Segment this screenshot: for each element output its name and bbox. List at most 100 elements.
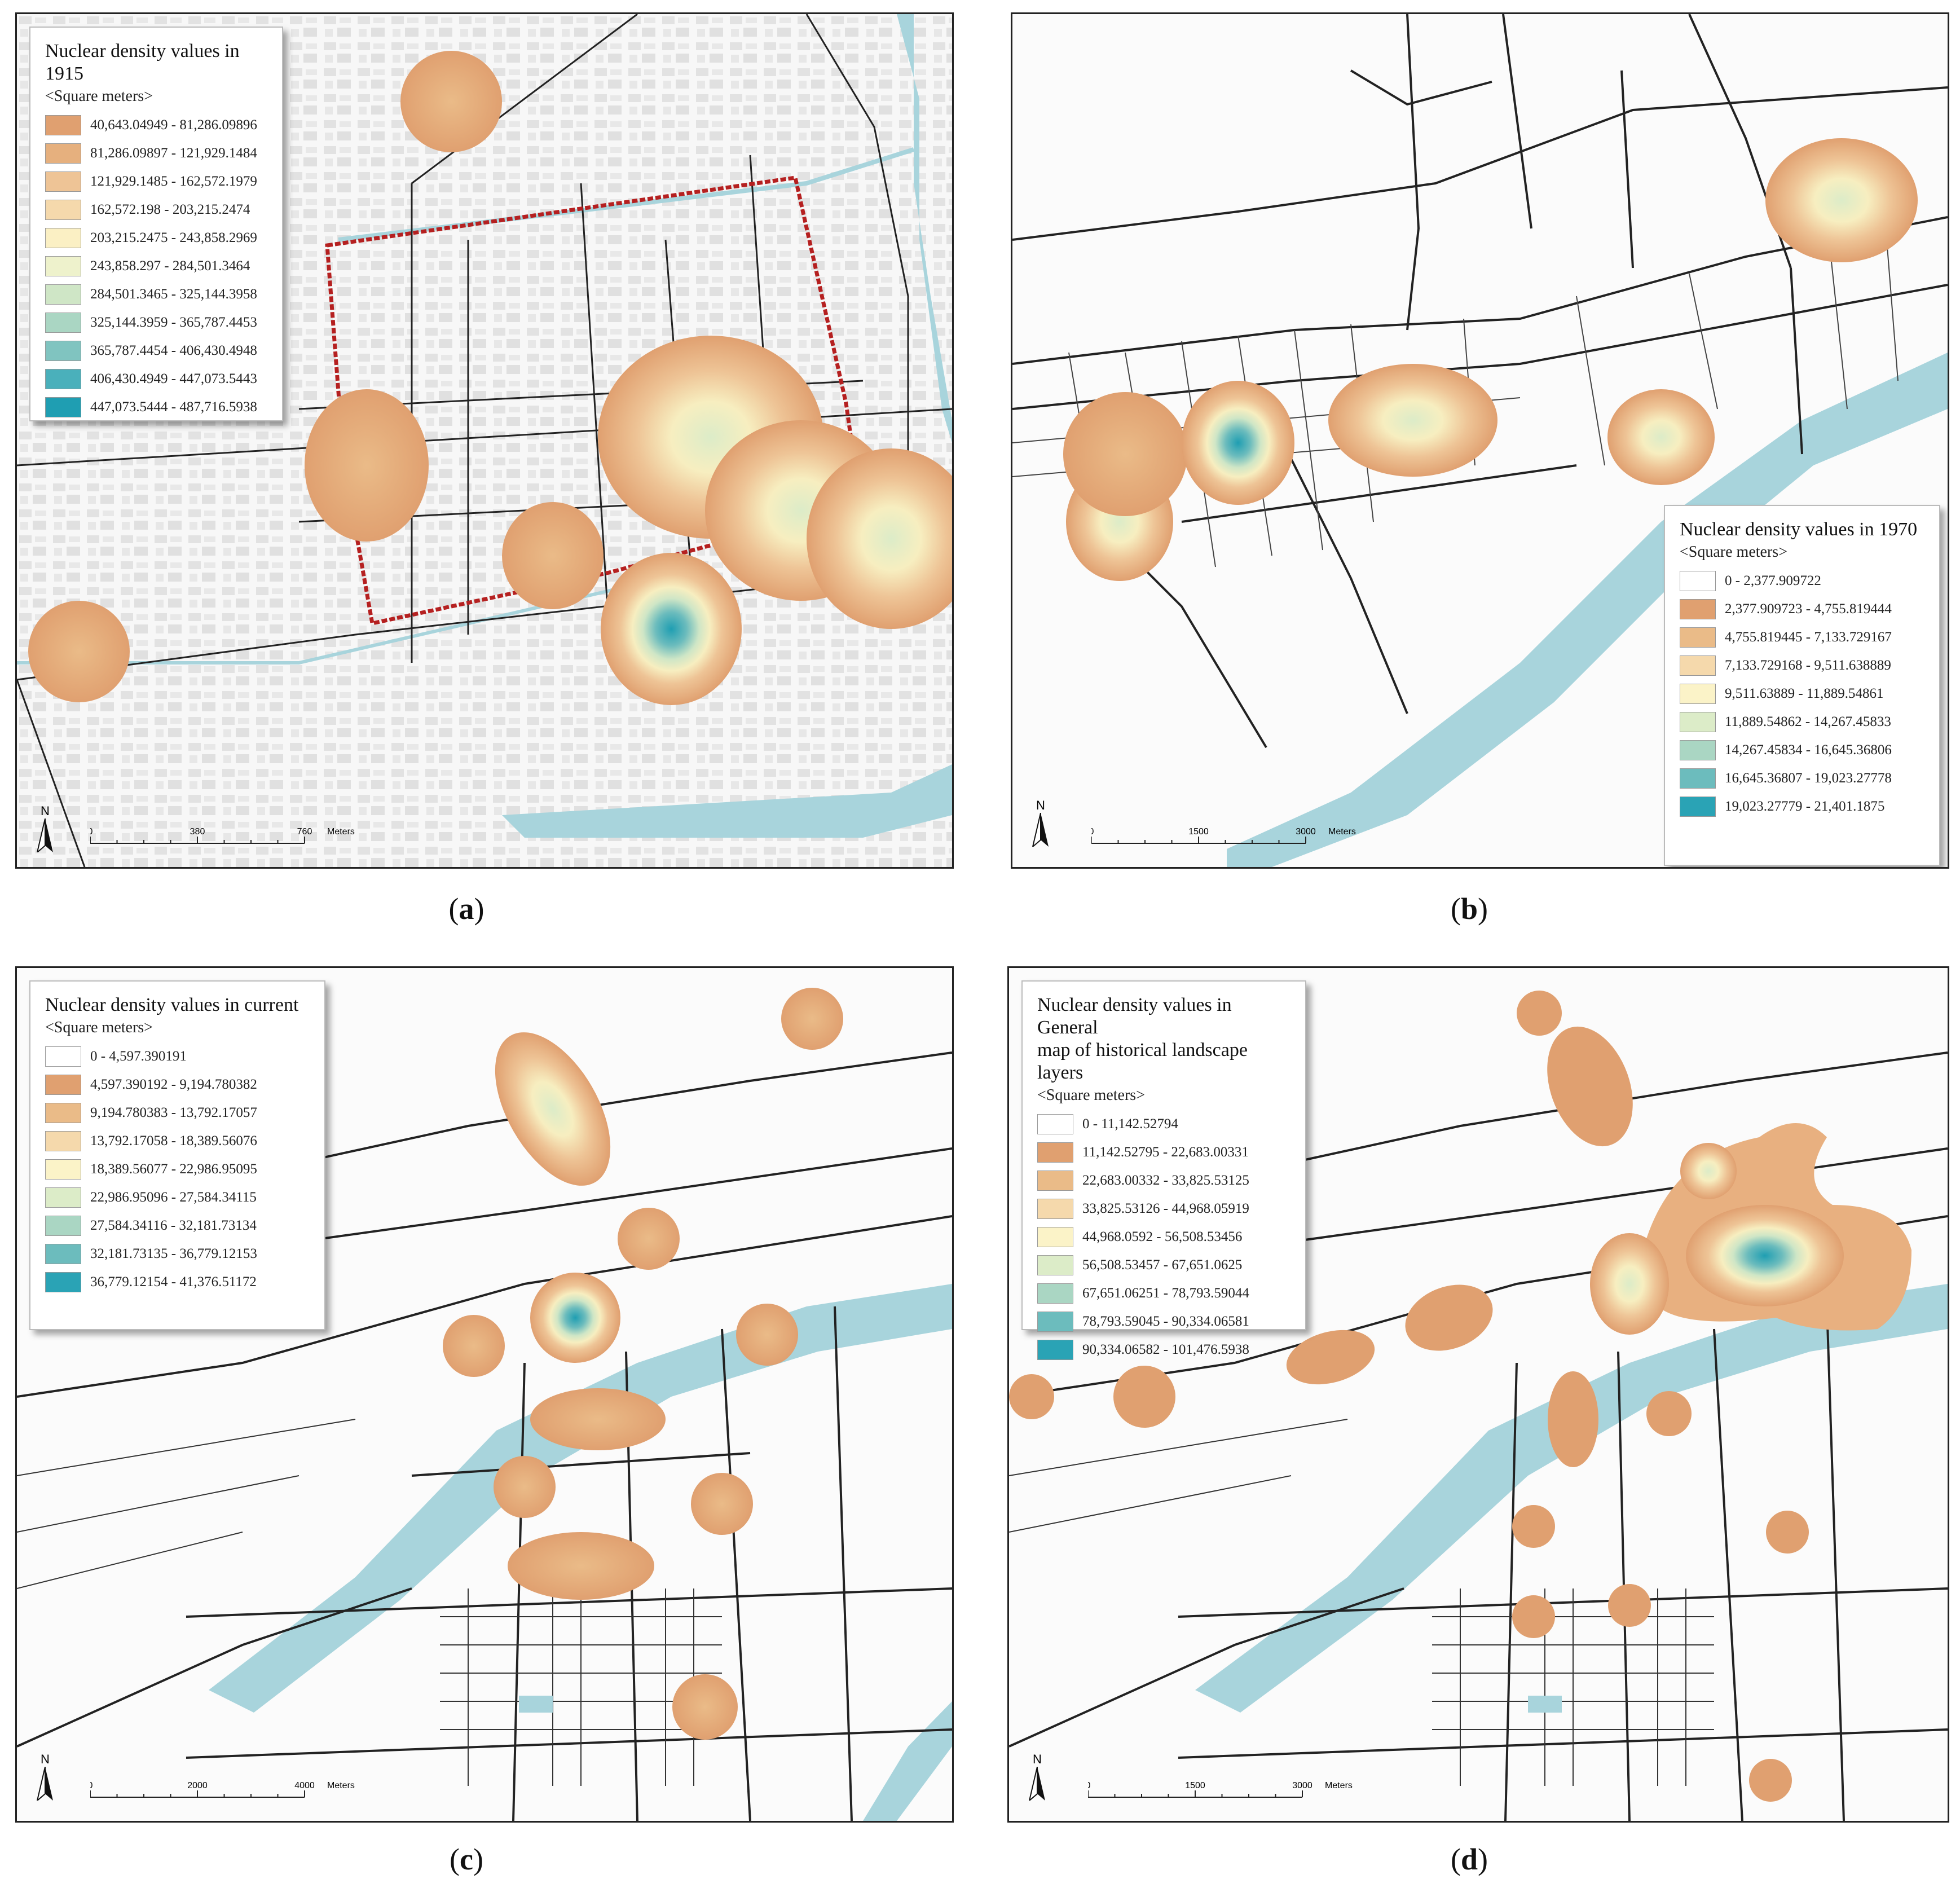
- legend-swatch: [45, 143, 81, 164]
- legend-row: 44,968.0592 - 56,508.53456: [1037, 1223, 1290, 1251]
- legend-label: 121,929.1485 - 162,572.1979: [90, 174, 257, 189]
- legend-swatch: [1037, 1114, 1073, 1134]
- legend-swatch: [1037, 1170, 1073, 1191]
- pond: [519, 1696, 553, 1713]
- legend-row: 27,584.34116 - 32,181.73134: [45, 1212, 310, 1240]
- legend-label: 32,181.73135 - 36,779.12153: [90, 1246, 257, 1261]
- legend-label: 14,267.45834 - 16,645.36806: [1725, 742, 1892, 758]
- legend-swatch: [1680, 740, 1716, 760]
- legend-swatch: [1680, 768, 1716, 789]
- legend-row: 0 - 11,142.52794: [1037, 1110, 1290, 1138]
- legend-label: 9,511.63889 - 11,889.54861: [1725, 686, 1884, 701]
- legend-row: 406,430.4949 - 447,073.5443: [45, 365, 267, 393]
- legend-row: 22,986.95096 - 27,584.34115: [45, 1183, 310, 1212]
- legend-swatch: [1680, 599, 1716, 619]
- legend-row: 14,267.45834 - 16,645.36806: [1680, 736, 1924, 764]
- legend-label: 11,142.52795 - 22,683.00331: [1082, 1145, 1249, 1160]
- north-arrow: N: [34, 804, 56, 855]
- legend-label: 19,023.27779 - 21,401.1875: [1725, 799, 1885, 814]
- legend-label: 447,073.5444 - 487,716.5938: [90, 399, 257, 415]
- river: [1195, 1284, 1948, 1713]
- legend-rows: 40,643.04949 - 81,286.09896 81,286.09897 …: [45, 111, 267, 421]
- density-hotspots: [1009, 991, 1911, 1802]
- legend-swatch: [1037, 1142, 1073, 1163]
- scale-tick-label: 0: [90, 827, 93, 837]
- scale-tick-label: 3000: [1296, 827, 1316, 837]
- legend-swatch: [1037, 1199, 1073, 1219]
- legend-label: 406,430.4949 - 447,073.5443: [90, 371, 257, 386]
- legend-label: 243,858.297 - 284,501.3464: [90, 258, 250, 274]
- density-hotspots: [443, 988, 843, 1740]
- legend-label: 27,584.34116 - 32,181.73134: [90, 1218, 257, 1233]
- river: [897, 14, 952, 443]
- legend-label: 33,825.53126 - 44,968.05919: [1082, 1201, 1249, 1216]
- scale-bar-graphic: 0 1500 3000 Meters: [1086, 1781, 1353, 1798]
- legend-label: 22,683.00332 - 33,825.53125: [1082, 1173, 1249, 1188]
- legend-row: 40,643.04949 - 81,286.09896: [45, 111, 267, 139]
- legend-unit: <Square meters>: [1680, 543, 1787, 561]
- legend-row: 243,858.297 - 284,501.3464: [45, 252, 267, 280]
- legend-row: 33,825.53126 - 44,968.05919: [1037, 1195, 1290, 1223]
- legend-row: 32,181.73135 - 36,779.12153: [45, 1240, 310, 1268]
- legend-rows: 0 - 11,142.52794 11,142.52795 - 22,683.00…: [1037, 1110, 1290, 1364]
- scale-tick-label: 380: [190, 827, 205, 837]
- scale-tick-label: 4000: [294, 1781, 315, 1790]
- legend-swatch: [1680, 627, 1716, 648]
- legend-row: 162,572.198 - 203,215.2474: [45, 196, 267, 224]
- legend-row: 9,511.63889 - 11,889.54861: [1680, 680, 1924, 708]
- legend-label: 7,133.729168 - 9,511.638889: [1725, 658, 1891, 673]
- scale-bar-graphic: 0 380 760 Meters: [88, 827, 355, 844]
- map-d-canvas: [1009, 968, 1948, 1821]
- scale-unit: Meters: [1325, 1781, 1353, 1790]
- scale-bar: 0 380 760 Meters: [88, 826, 384, 860]
- legend-swatch: [45, 1187, 81, 1208]
- scale-unit: Meters: [327, 827, 355, 837]
- river: [502, 764, 952, 838]
- caption-c: (c): [450, 1842, 483, 1876]
- legend-swatch: [1037, 1340, 1073, 1360]
- north-label: N: [1033, 1752, 1042, 1766]
- legend-row: 2,377.909723 - 4,755.819444: [1680, 595, 1924, 623]
- north-arrow-icon: [1032, 812, 1049, 848]
- legend-label: 78,793.59045 - 90,334.06581: [1082, 1314, 1249, 1329]
- legend-row: 0 - 4,597.390191: [45, 1042, 310, 1071]
- scale-tick-label: 0: [1088, 1781, 1091, 1790]
- river: [1227, 353, 1948, 867]
- legend-label: 18,389.56077 - 22,986.95095: [90, 1161, 257, 1177]
- legend-label: 56,508.53457 - 67,651.0625: [1082, 1257, 1243, 1273]
- legend-label: 203,215.2475 - 243,858.2969: [90, 230, 257, 245]
- north-arrow-icon: [36, 818, 53, 854]
- legend-swatch: [45, 341, 81, 361]
- legend-row: 4,597.390192 - 9,194.780382: [45, 1071, 310, 1099]
- legend-row: 365,787.4454 - 406,430.4948: [45, 337, 267, 365]
- legend-swatch: [1680, 797, 1716, 817]
- legend-swatch: [45, 1244, 81, 1264]
- legend-swatch: [45, 200, 81, 220]
- scale-unit: Meters: [327, 1781, 355, 1790]
- legend-rows: 0 - 4,597.390191 4,597.390192 - 9,194.780…: [45, 1042, 310, 1296]
- legend-row: 11,889.54862 - 14,267.45833: [1680, 708, 1924, 736]
- scale-tick-label: 0: [90, 1781, 93, 1790]
- minor-roads: [1009, 1419, 1714, 1786]
- legend-label: 284,501.3465 - 325,144.3958: [90, 287, 257, 302]
- legend-a: Nuclear density values in 1915 <Square m…: [29, 27, 283, 421]
- north-arrow: N: [34, 1752, 56, 1803]
- legend-swatch: [1037, 1312, 1073, 1332]
- legend-c: Nuclear density values in current <Squar…: [29, 980, 325, 1330]
- legend-swatch: [45, 115, 81, 135]
- density-hotspots: [28, 51, 952, 705]
- legend-row: 13,792.17058 - 18,389.56076: [45, 1127, 310, 1155]
- legend-label: 81,286.09897 - 121,929.1484: [90, 146, 257, 161]
- legend-title: Nuclear density values in General map of…: [1037, 994, 1248, 1083]
- map-panel-c: Nuclear density values in current <Squar…: [15, 966, 954, 1823]
- caption-b: (b): [1450, 892, 1488, 926]
- legend-swatch: [1680, 571, 1716, 591]
- legend-swatch: [45, 1216, 81, 1236]
- legend-row: 22,683.00332 - 33,825.53125: [1037, 1167, 1290, 1195]
- legend-swatch: [1680, 712, 1716, 732]
- caption-d: (d): [1450, 1842, 1488, 1876]
- scale-bar-graphic: 0 2000 4000 Meters: [88, 1781, 355, 1798]
- map-panel-a: Nuclear density values in 1915 <Square m…: [15, 12, 954, 869]
- north-label: N: [41, 804, 50, 818]
- legend-swatch: [45, 1046, 81, 1067]
